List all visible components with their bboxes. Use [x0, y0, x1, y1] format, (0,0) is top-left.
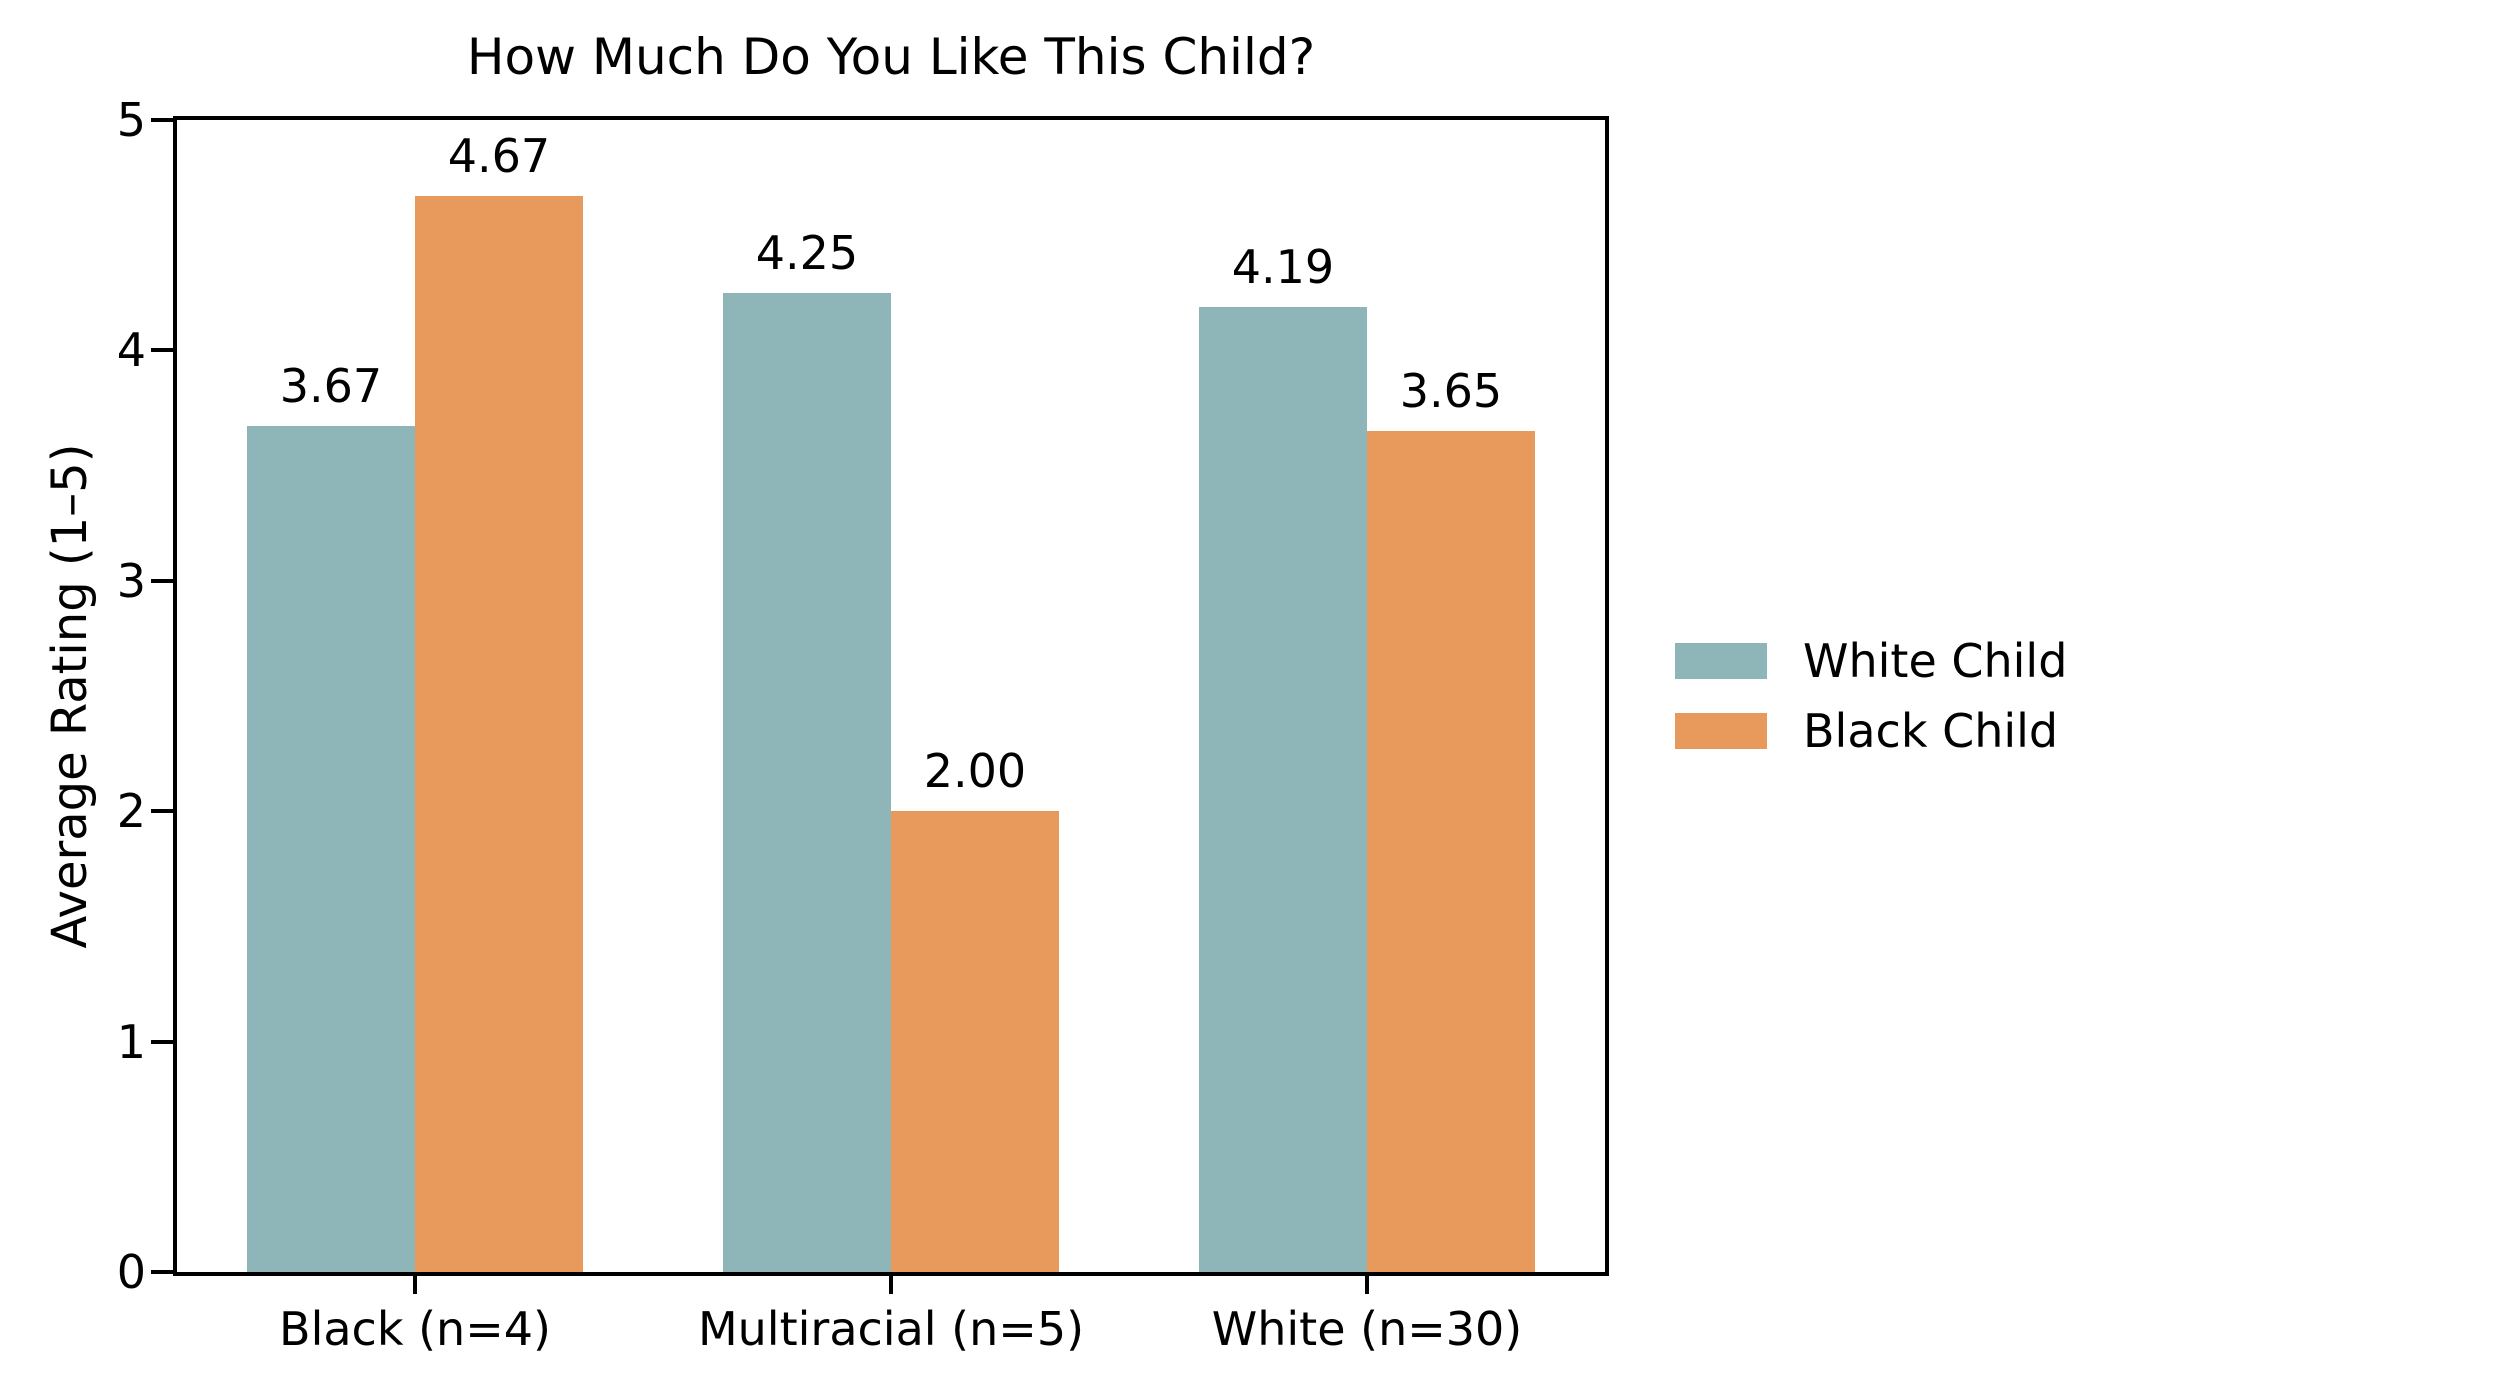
bar-value-label: 4.19 [1231, 239, 1335, 294]
y-tick-label: 4 [116, 323, 146, 378]
y-tick-label: 3 [116, 553, 146, 608]
bar-value-label: 3.65 [1399, 364, 1503, 419]
x-tick-mark [1365, 1272, 1369, 1294]
y-tick-mark [151, 809, 175, 814]
chart-title: How Much Do You Like This Child? [466, 28, 1316, 86]
legend-swatch-white-child [1675, 643, 1767, 679]
bar-white-child-0 [247, 426, 415, 1272]
bar-value-label: 3.67 [279, 359, 383, 414]
y-tick-label: 2 [116, 784, 146, 839]
y-tick-label: 1 [116, 1014, 146, 1069]
legend-item-black-child: Black Child [1675, 696, 2067, 766]
y-tick-label: 5 [116, 93, 146, 147]
bar-white-child-2 [1199, 306, 1367, 1272]
x-tick-label: Multiracial (n=5) [697, 1302, 1085, 1356]
x-tick-label: Black (n=4) [279, 1302, 551, 1356]
legend-label-black-child: Black Child [1803, 704, 2059, 758]
y-tick-mark [151, 118, 175, 122]
bar-value-label: 2.00 [923, 744, 1027, 799]
y-tick-mark [151, 578, 175, 583]
bar-value-label: 4.67 [447, 129, 551, 184]
bar-value-label: 4.25 [755, 225, 859, 280]
legend-swatch-black-child [1675, 713, 1767, 749]
legend: White Child Black Child [1675, 626, 2067, 766]
bar-black-child-1 [891, 811, 1059, 1272]
x-tick-label: White (n=30) [1211, 1302, 1523, 1356]
y-tick-mark [151, 1039, 175, 1044]
y-tick-mark [151, 1270, 175, 1274]
bar-white-child-1 [723, 292, 891, 1272]
legend-item-white-child: White Child [1675, 626, 2067, 696]
y-axis-label: Average Rating (1–5) [42, 443, 98, 949]
legend-label-white-child: White Child [1803, 634, 2068, 688]
y-tick-label: 0 [116, 1245, 146, 1299]
x-tick-mark [413, 1272, 417, 1294]
x-tick-mark [889, 1272, 893, 1294]
bar-black-child-0 [415, 196, 583, 1272]
bar-black-child-2 [1367, 431, 1535, 1272]
y-tick-mark [151, 348, 175, 353]
